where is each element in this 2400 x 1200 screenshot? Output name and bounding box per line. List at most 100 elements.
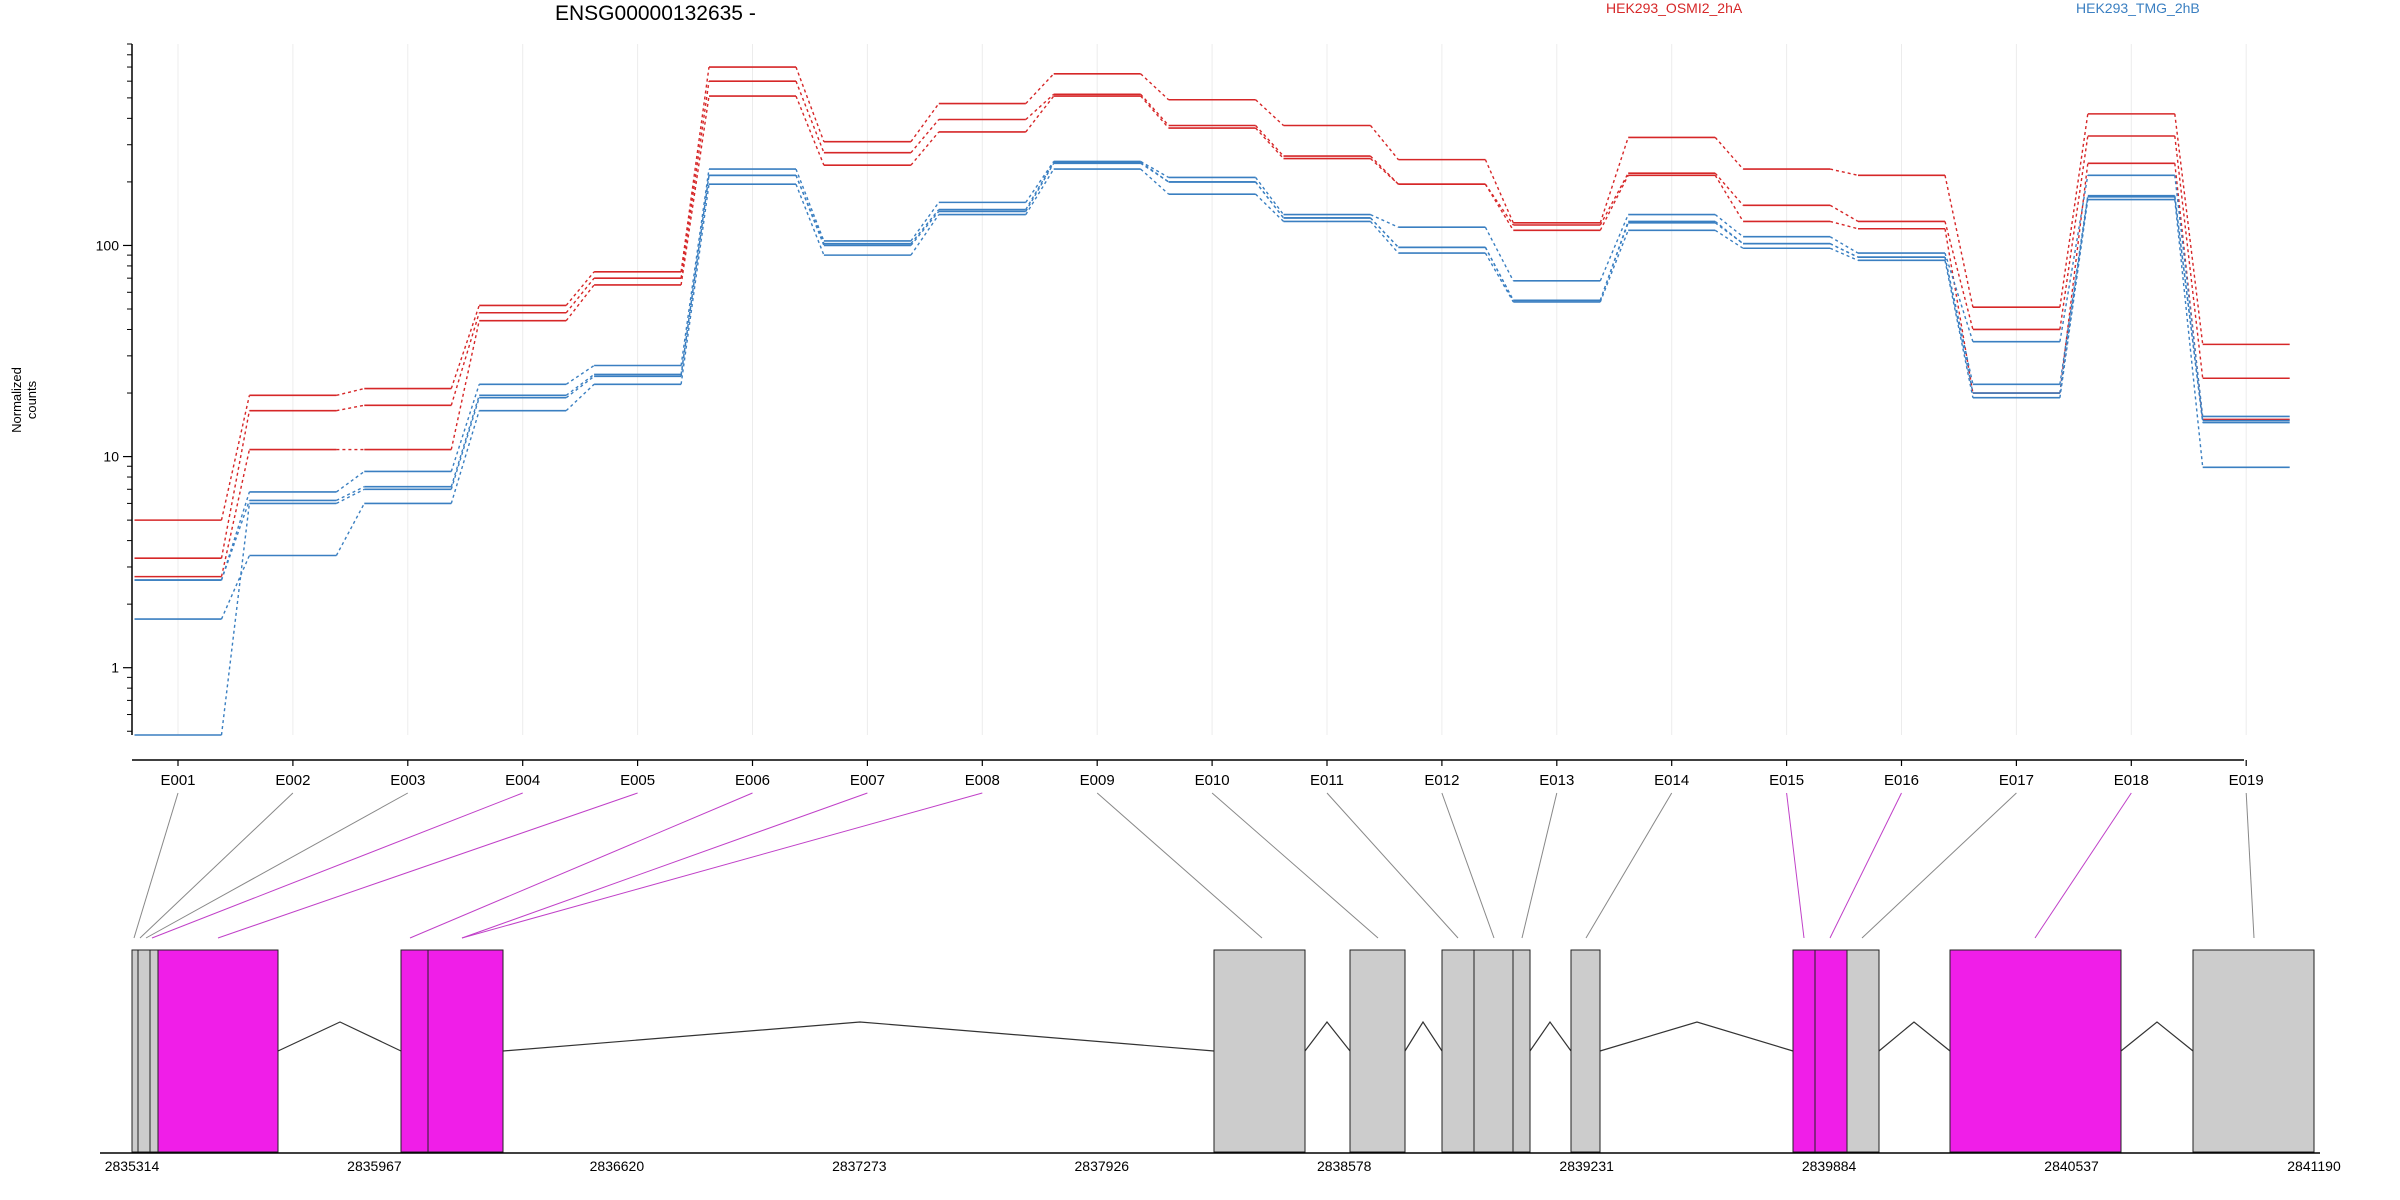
series-3-connector-5: [795, 168, 825, 242]
series-5-connector-11: [1484, 252, 1514, 303]
genomic-tick-label-2835314: 2835314: [105, 1158, 160, 1174]
intron-7: [2120, 1021, 2194, 1052]
series-3-connector-11: [1484, 226, 1514, 282]
series-3-connector-10: [1370, 213, 1399, 228]
series-6-connector-6: [910, 210, 940, 246]
series-5-connector-7: [1025, 168, 1055, 215]
exon-connector-E015: [1786, 792, 1805, 939]
series-0-connector-16: [2059, 113, 2089, 308]
series-0-connector-10: [1369, 125, 1399, 161]
legend-item-osmi2: HEK293_OSMI2_2hA: [1606, 0, 1743, 16]
exon-connector-E004: [151, 792, 523, 939]
series-1-connector-2: [450, 312, 480, 406]
series-5-connector-1: [335, 503, 365, 556]
genomic-tick-label-2838578: 2838578: [1317, 1158, 1372, 1174]
x-tick-label-E005: E005: [620, 772, 655, 789]
series-3-connector-2: [450, 384, 480, 472]
exon-connector-E010: [1211, 792, 1379, 939]
genomic-tick-label-2835967: 2835967: [347, 1158, 402, 1174]
series-6-connector-14: [1829, 243, 1859, 258]
intron-5: [1599, 1021, 1794, 1052]
x-tick-label-E011: E011: [1310, 772, 1344, 789]
series-3-connector-7: [1025, 161, 1055, 203]
series-6-connector-8: [1140, 162, 1169, 183]
series-6-connector-9: [1255, 181, 1285, 219]
intron-2: [1304, 1021, 1351, 1052]
exon-connector-E011: [1326, 792, 1459, 939]
intron-3: [1404, 1020, 1443, 1052]
exon-connector-E014: [1585, 792, 1673, 939]
series-0-connector-0: [220, 395, 251, 521]
series-1-connector-12: [1599, 172, 1629, 226]
series-4-connector-13: [1714, 220, 1744, 245]
y-tick-label-100: 100: [96, 237, 120, 253]
series-2-connector-4: [680, 95, 710, 286]
series-3-connector-14: [1829, 236, 1859, 254]
series-6-connector-0: [220, 503, 251, 736]
x-tick-label-E002: E002: [275, 772, 310, 789]
series-1-connector-16: [2059, 135, 2089, 330]
series-0-connector-9: [1255, 99, 1284, 127]
series-4-connector-0: [220, 500, 251, 581]
series-1-connector-10: [1370, 155, 1399, 185]
series-3-connector-9: [1255, 177, 1285, 216]
series-4-connector-2: [450, 395, 480, 487]
exon-box-10: [1512, 949, 1531, 1153]
series-1-connector-0: [220, 410, 251, 559]
x-tick-label-E006: E006: [735, 772, 770, 789]
exon-box-16: [2192, 949, 2315, 1153]
exon-connector-E013: [1521, 792, 1558, 939]
series-6-connector-12: [1599, 222, 1629, 301]
series-3-connector-4: [680, 168, 710, 366]
x-tick-label-E010: E010: [1195, 772, 1230, 789]
exon-connector-E005: [217, 792, 638, 939]
genomic-tick-label-2836620: 2836620: [590, 1158, 645, 1174]
exon-connector-E019: [2245, 792, 2255, 939]
series-6-connector-7: [1025, 162, 1055, 212]
x-tick-label-E018: E018: [2114, 772, 2149, 789]
series-4-connector-15: [1944, 257, 1974, 385]
series-0-connector-1: [336, 387, 365, 397]
series-2-connector-0: [220, 449, 251, 577]
exon-box-4: [400, 949, 429, 1153]
exon-box-12: [1792, 949, 1816, 1153]
series-6-connector-2: [450, 397, 480, 490]
exon-box-13: [1814, 949, 1848, 1153]
x-tick-label-E009: E009: [1080, 772, 1115, 789]
x-tick-label-E017: E017: [1999, 772, 2034, 789]
intron-1: [502, 1021, 1215, 1052]
series-1-connector-6: [910, 119, 940, 154]
series-5-connector-15: [1944, 260, 1974, 398]
series-0-connector-6: [910, 103, 940, 143]
y-tick-label-10: 10: [103, 449, 119, 465]
series-5-connector-6: [910, 214, 940, 256]
series-3-connector-12: [1599, 214, 1629, 282]
y-tick-label-1: 1: [111, 660, 119, 676]
series-2-connector-9: [1255, 127, 1285, 160]
exon-connector-E016: [1829, 792, 1902, 939]
series-2-connector-5: [795, 95, 825, 166]
series-4-connector-1: [336, 486, 365, 502]
exon-box-6: [1213, 949, 1306, 1153]
series-6-connector-3: [565, 375, 595, 399]
exon-box-9: [1473, 949, 1514, 1153]
series-0-connector-13: [1714, 136, 1744, 170]
series-0-connector-2: [450, 305, 480, 389]
series-2-connector-16: [2059, 163, 2089, 394]
x-tick-label-E015: E015: [1769, 772, 1804, 789]
x-tick-label-E019: E019: [2229, 772, 2264, 789]
series-2-connector-14: [1829, 220, 1859, 230]
series-1-connector-14: [1829, 204, 1859, 223]
series-1-connector-15: [1944, 221, 1974, 330]
genomic-tick-label-2839231: 2839231: [1559, 1158, 1614, 1174]
genomic-tick-label-2837273: 2837273: [832, 1158, 887, 1174]
series-1-connector-5: [795, 80, 825, 153]
series-0-connector-15: [1944, 175, 1974, 308]
exon-box-7: [1349, 949, 1406, 1153]
series-3-connector-16: [2059, 175, 2089, 342]
series-2-connector-12: [1599, 174, 1629, 231]
exon-box-8: [1441, 949, 1475, 1153]
series-0-connector-4: [680, 66, 710, 272]
series-6-connector-4: [680, 175, 710, 377]
